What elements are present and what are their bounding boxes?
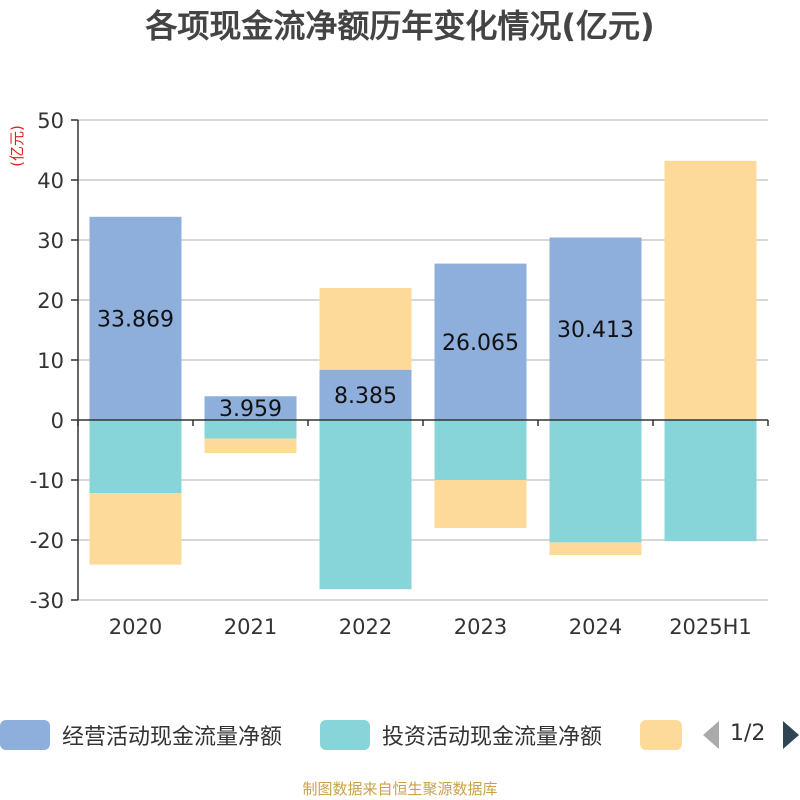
axes [71, 119, 769, 601]
x-tick-label: 2024 [569, 615, 622, 639]
legend-swatch-operating [0, 720, 50, 750]
bar-series1-2024[interactable] [549, 237, 642, 420]
x-tick-labels: 2020 2021 2022 2023 2024 2025H1 [109, 615, 752, 639]
y-tick-label: 20 [37, 289, 64, 313]
bar-series2-2024[interactable] [549, 420, 642, 543]
x-tick-label: 2023 [454, 615, 507, 639]
legend-item-third[interactable] [640, 718, 682, 752]
legend-next-page-icon[interactable] [783, 721, 799, 749]
legend-swatch-third [640, 720, 682, 750]
bar-series [89, 160, 757, 590]
legend-item-investing[interactable]: 投资活动现金流量净额 [320, 718, 602, 752]
chart-title: 各项现金流净额历年变化情况(亿元) [145, 7, 655, 45]
legend-page-indicator: 1/2 [730, 721, 766, 746]
gridlines [78, 119, 768, 601]
legend-swatch-investing [320, 720, 370, 750]
bar-series1-2022[interactable] [319, 369, 412, 420]
bar-series3-2025H1[interactable] [664, 160, 757, 420]
y-tick-label: 30 [37, 229, 64, 253]
data-label: 33.869 [97, 307, 174, 332]
bar-series2-2025H1[interactable] [664, 420, 757, 542]
y-tick-labels: 50 40 30 20 10 0 -10 -20 -30 [30, 109, 64, 613]
legend-label-investing: 投资活动现金流量净额 [382, 725, 603, 750]
y-tick-label: -30 [30, 589, 64, 613]
bar-series3-2022[interactable] [319, 288, 412, 370]
bar-series3-2023[interactable] [434, 480, 527, 528]
legend-item-operating[interactable]: 经营活动现金流量净额 [0, 718, 282, 752]
x-tick-label: 2022 [339, 615, 392, 639]
data-label: 8.385 [334, 384, 397, 409]
bar-series1-2021[interactable] [204, 396, 297, 420]
x-tick-label: 2025H1 [669, 615, 752, 639]
y-tick-label: 50 [37, 109, 64, 133]
y-tick-label: 10 [37, 349, 64, 373]
data-label: 3.959 [219, 397, 282, 422]
bar-series1-2023[interactable] [434, 263, 527, 420]
bar-series3-2021[interactable] [204, 438, 297, 453]
legend-label-operating: 经营活动现金流量净额 [62, 725, 283, 750]
y-tick-label: 40 [37, 169, 64, 193]
bar-series2-2021[interactable] [204, 420, 297, 439]
x-tick-label: 2020 [109, 615, 162, 639]
legend-prev-page-icon[interactable] [703, 721, 719, 749]
x-tick-label: 2021 [224, 615, 277, 639]
data-source-footer: 制图数据来自恒生聚源数据库 [302, 780, 498, 798]
y-tick-label: -10 [30, 469, 64, 493]
y-tick-label: 0 [51, 409, 64, 433]
bar-series2-2022[interactable] [319, 420, 412, 590]
data-label: 30.413 [557, 318, 634, 343]
bar-series3-2024[interactable] [549, 542, 642, 555]
bar-series3-2020[interactable] [89, 493, 182, 565]
y-tick-label: -20 [30, 529, 64, 553]
bar-series2-2020[interactable] [89, 420, 182, 494]
data-labels: 33.869 3.959 8.385 26.065 30.413 [97, 307, 634, 422]
y-axis-unit-label: (亿元) [8, 125, 26, 167]
bar-series2-2023[interactable] [434, 420, 527, 480]
bar-series1-2020[interactable] [89, 216, 182, 420]
data-label: 26.065 [442, 331, 519, 356]
